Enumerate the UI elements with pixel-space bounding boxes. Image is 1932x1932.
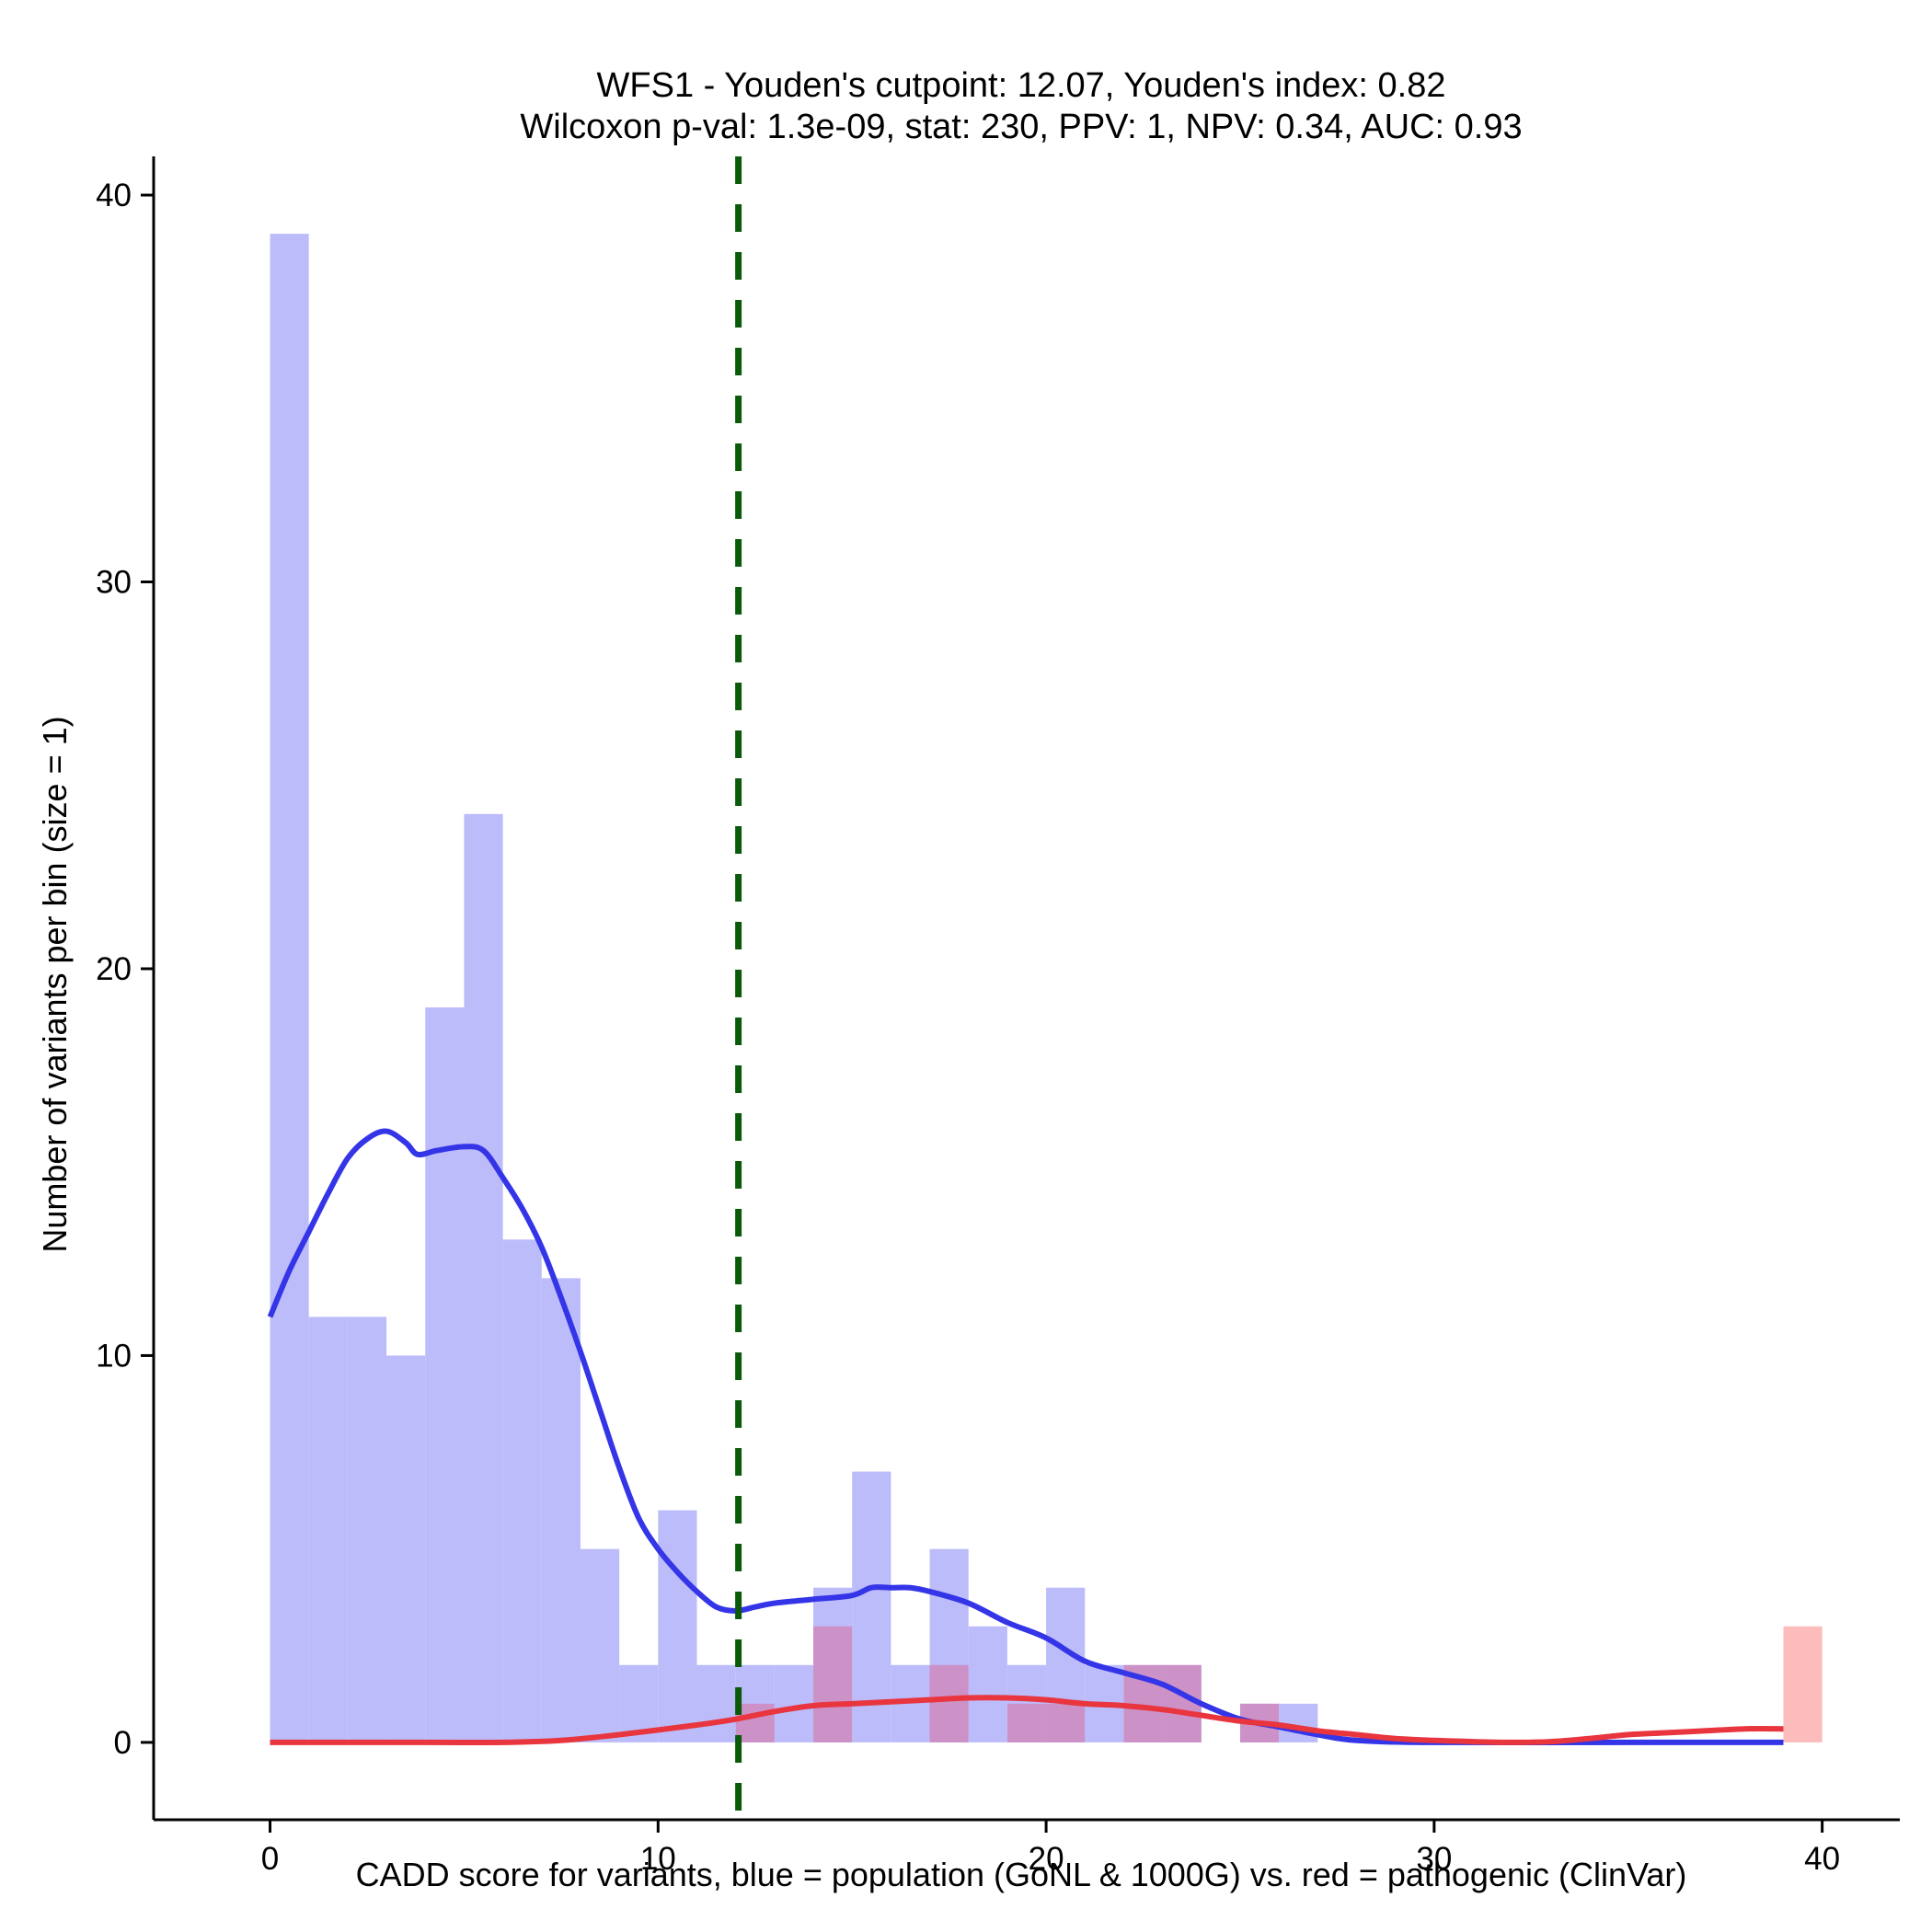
overlap-bar [1046, 1703, 1086, 1742]
y-tick-label: 40 [96, 178, 132, 213]
ticks: 0 10 20 30 40 0 10 20 30 40 [96, 178, 1840, 1877]
population-bars [270, 234, 1318, 1742]
pathogenic-density-line [270, 1695, 1784, 1746]
y-tick-label: 0 [114, 1725, 132, 1761]
overlap-bar [929, 1664, 969, 1742]
y-tick-label: 20 [96, 951, 132, 987]
population-bar [502, 1239, 542, 1742]
y-tick-label: 10 [96, 1338, 132, 1374]
population-bar [968, 1626, 1007, 1742]
population-bar [580, 1548, 620, 1742]
y-tick-label: 30 [96, 565, 132, 601]
chart-title-line1: WFS1 - Youden's cutpoint: 12.07, Youden'… [597, 66, 1446, 105]
x-tick-label: 30 [1416, 1841, 1452, 1877]
overlap-bar [813, 1626, 853, 1742]
population-bar [541, 1278, 581, 1742]
population-bar [658, 1510, 697, 1742]
y-axis-label: Number of variants per bin (size = 1) [36, 716, 74, 1252]
population-bar [347, 1317, 387, 1742]
overlap-bar [1162, 1664, 1202, 1742]
population-density-line [267, 1128, 1784, 1746]
population-bar [270, 234, 309, 1742]
population-bar [464, 813, 503, 1742]
population-bar [696, 1664, 736, 1742]
overlap-bar [1006, 1703, 1047, 1742]
x-tick-label: 10 [640, 1841, 676, 1877]
x-tick-label: 20 [1029, 1841, 1064, 1877]
pathogenic-bars [735, 1626, 1823, 1742]
x-tick-label: 40 [1804, 1841, 1840, 1877]
density-lines [267, 1128, 1784, 1746]
x-axis-label: CADD score for variants, blue = populati… [356, 1856, 1687, 1893]
population-bar [386, 1355, 426, 1742]
pathogenic-bar [1783, 1626, 1823, 1742]
population-bar [308, 1317, 348, 1742]
population-bar [425, 1007, 465, 1742]
chart-title-line2: Wilcoxon p-val: 1.3e-09, stat: 230, PPV:… [520, 108, 1522, 146]
axes [152, 156, 1900, 1822]
x-tick-label: 0 [261, 1841, 279, 1877]
population-bar [852, 1471, 891, 1742]
